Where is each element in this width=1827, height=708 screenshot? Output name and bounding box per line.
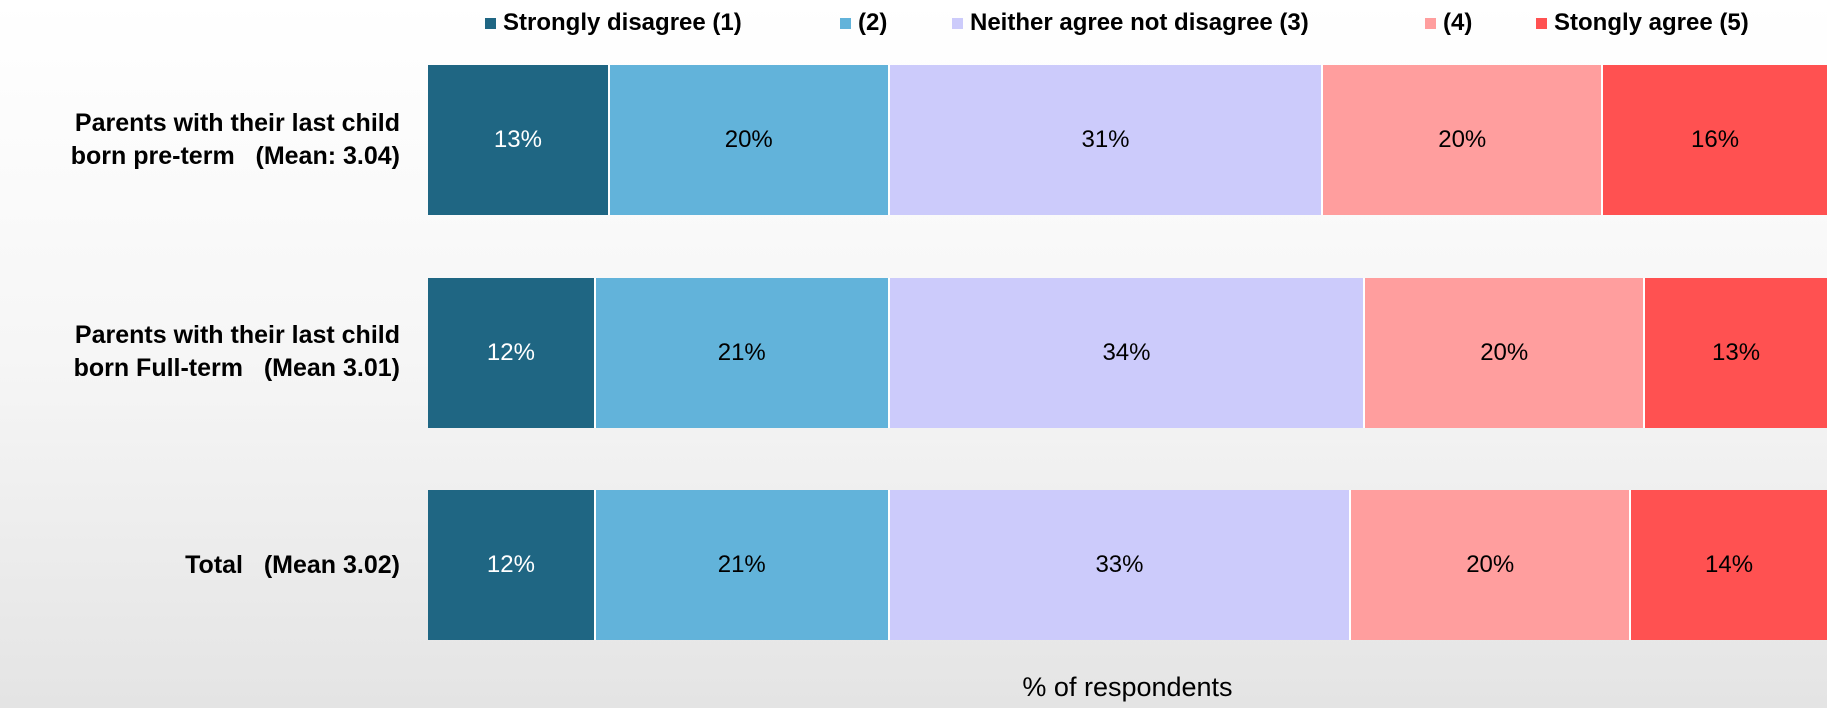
data-label: 20% <box>1480 339 1529 366</box>
bar-segment: 12% <box>428 490 596 640</box>
bar-segment: 21% <box>595 490 890 640</box>
legend-item: (4) <box>1425 6 1472 40</box>
bar-segment: 14% <box>1631 490 1827 640</box>
data-label: 14% <box>1705 551 1754 578</box>
legend-swatch <box>840 17 851 29</box>
bar-segment: 13% <box>428 65 610 215</box>
data-label: 16% <box>1691 126 1740 153</box>
data-label: 31% <box>1081 126 1130 153</box>
bar-segment: 20% <box>1323 65 1604 215</box>
bar-segment: 20% <box>609 65 890 215</box>
legend-item: (2) <box>840 6 887 40</box>
bar-segment: 20% <box>1365 278 1646 428</box>
bar-segment: 13% <box>1645 278 1827 428</box>
bar-segment: 34% <box>889 278 1366 428</box>
data-label: 20% <box>724 126 773 153</box>
bar-segment: 20% <box>1351 490 1632 640</box>
legend-swatch <box>1425 17 1436 29</box>
legend-label: (4) <box>1443 9 1473 36</box>
bar-segment: 33% <box>889 490 1352 640</box>
data-label: 12% <box>486 551 535 578</box>
data-label: 20% <box>1466 551 1515 578</box>
data-label: 20% <box>1438 126 1487 153</box>
legend-item: Stongly agree (5) <box>1536 6 1749 40</box>
data-label: 21% <box>717 339 766 366</box>
bar-segment: 16% <box>1603 65 1827 215</box>
data-label: 34% <box>1102 339 1151 366</box>
category-label: Total (Mean 3.02) <box>185 550 400 579</box>
data-label: 13% <box>493 126 542 153</box>
legend-item: Neither agree not disagree (3) <box>952 6 1309 40</box>
bar-segment: 31% <box>889 65 1324 215</box>
legend-label: Stongly agree (5) <box>1554 9 1749 36</box>
data-label: 12% <box>486 339 535 366</box>
category-label: Parents with their last child born pre-te… <box>70 109 400 170</box>
legend: Strongly disagree (1) (2) Neither agree no… <box>0 6 1827 40</box>
legend-label: Strongly disagree (1) <box>503 9 742 36</box>
data-label: 21% <box>717 551 766 578</box>
legend-label: (2) <box>858 9 888 36</box>
legend-item: Strongly disagree (1) <box>485 6 742 40</box>
category-label: Parents with their last child born Full-t… <box>73 321 400 382</box>
data-label: 33% <box>1095 551 1144 578</box>
legend-label: Neither agree not disagree (3) <box>970 9 1309 36</box>
legend-swatch <box>1536 17 1547 29</box>
data-label: 13% <box>1712 339 1761 366</box>
bar-segment: 12% <box>428 278 596 428</box>
bar-segment: 21% <box>595 278 890 428</box>
legend-swatch <box>952 17 963 29</box>
x-axis-title: % of respondents <box>1022 672 1233 702</box>
legend-swatch <box>485 17 496 29</box>
